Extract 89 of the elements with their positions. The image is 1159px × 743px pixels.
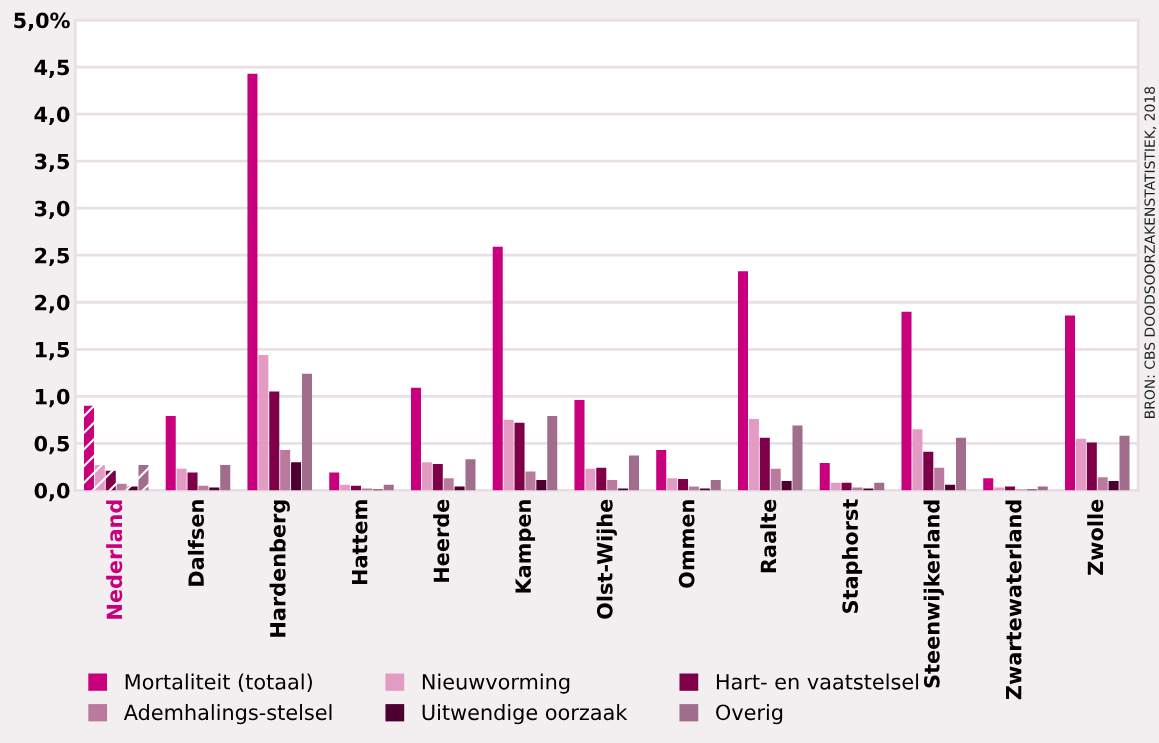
bar — [656, 449, 667, 491]
x-tick-label: Olst-Wijhe — [596, 499, 617, 619]
y-tick-label: 1,5 — [35, 342, 70, 361]
bar — [258, 354, 269, 491]
legend-label: Mortaliteit (totaal) — [125, 673, 312, 693]
bar — [596, 467, 607, 491]
bar — [421, 462, 432, 491]
x-tick-label: Hardenberg — [269, 500, 290, 637]
bar — [1119, 435, 1130, 491]
y-tick-label: 3,5 — [34, 153, 70, 173]
legend-label: Hart- en vaatstelsel — [716, 673, 919, 690]
bar — [819, 463, 830, 491]
bar — [607, 480, 618, 491]
bar — [912, 429, 923, 491]
bar — [269, 391, 280, 491]
x-tick-label: Staphorst — [841, 499, 863, 613]
bar — [955, 437, 967, 491]
bar — [291, 462, 302, 491]
x-tick-label: Nederland — [106, 500, 123, 619]
y-tick-label: 4,5 — [34, 59, 70, 78]
y-tick-label: 2,5 — [35, 247, 70, 267]
bar — [187, 472, 198, 491]
bar — [247, 73, 258, 491]
bar — [525, 471, 536, 491]
bar — [432, 464, 443, 491]
bar — [1065, 315, 1076, 491]
bar — [574, 400, 585, 491]
bar — [329, 472, 340, 491]
bar — [923, 451, 934, 491]
y-tick-label: 1,0 — [35, 388, 70, 408]
bar — [667, 478, 678, 491]
bar — [1097, 477, 1108, 491]
bar — [1086, 442, 1097, 491]
bar — [781, 480, 792, 491]
y-tick-label: 5,0% — [14, 12, 70, 31]
y-tick-label: 2,0 — [35, 294, 70, 314]
x-tick-label: Zwartewaterland — [1005, 500, 1022, 700]
bar — [934, 467, 945, 491]
bar — [514, 422, 525, 491]
bar — [874, 482, 885, 491]
bar — [628, 455, 639, 491]
bar — [983, 478, 994, 491]
x-tick-label: Raalte — [760, 499, 777, 573]
bar — [759, 437, 770, 491]
bar — [737, 271, 749, 491]
y-tick-label: 3,0 — [34, 200, 70, 220]
bar — [678, 479, 689, 491]
x-tick-label: Steenwijkerland — [923, 500, 944, 688]
bar — [301, 373, 312, 491]
legend-label: Ademhalings-stelsel — [123, 704, 332, 725]
legend-label: Overig — [716, 704, 783, 725]
bar — [841, 482, 852, 491]
bar — [748, 418, 759, 491]
bar — [138, 464, 149, 491]
bar — [105, 470, 116, 491]
x-tick-label: Zwolle — [1087, 499, 1104, 575]
bar — [547, 416, 558, 491]
y-tick-label: 0,0 — [34, 482, 70, 502]
bar — [94, 464, 105, 491]
bar — [770, 468, 781, 491]
bar — [585, 468, 596, 491]
bar — [901, 311, 912, 491]
bar — [443, 478, 454, 491]
bar — [503, 419, 514, 491]
bar — [792, 425, 803, 491]
text: BRON: CBS DOODSOORZAKENSTATISTIEK, 2018 — [1144, 86, 1157, 418]
x-tick-label: Heerde — [433, 499, 450, 582]
bar — [176, 468, 187, 491]
y-tick-label: 0,5 — [34, 435, 70, 455]
bar — [165, 416, 176, 491]
bar — [536, 480, 547, 491]
bar — [492, 246, 503, 491]
x-tick-label: Kampen — [515, 500, 536, 593]
y-tick-label: 4,0 — [34, 106, 70, 125]
legend-label: Nieuwvorming — [422, 673, 570, 694]
bar — [465, 459, 476, 491]
bar — [83, 405, 94, 491]
bar — [116, 483, 127, 491]
bar — [410, 387, 421, 491]
legend-label: Uitwendige oorzaak — [422, 704, 628, 725]
x-tick-label: Hattem — [352, 500, 368, 585]
x-tick-label: Dalfsen — [187, 500, 205, 586]
bar — [1108, 480, 1119, 491]
bar — [710, 480, 721, 491]
bar — [1075, 438, 1086, 491]
x-tick-label: Ommen — [678, 500, 695, 588]
bar — [280, 449, 291, 491]
bar — [220, 464, 231, 491]
bar — [830, 482, 841, 491]
